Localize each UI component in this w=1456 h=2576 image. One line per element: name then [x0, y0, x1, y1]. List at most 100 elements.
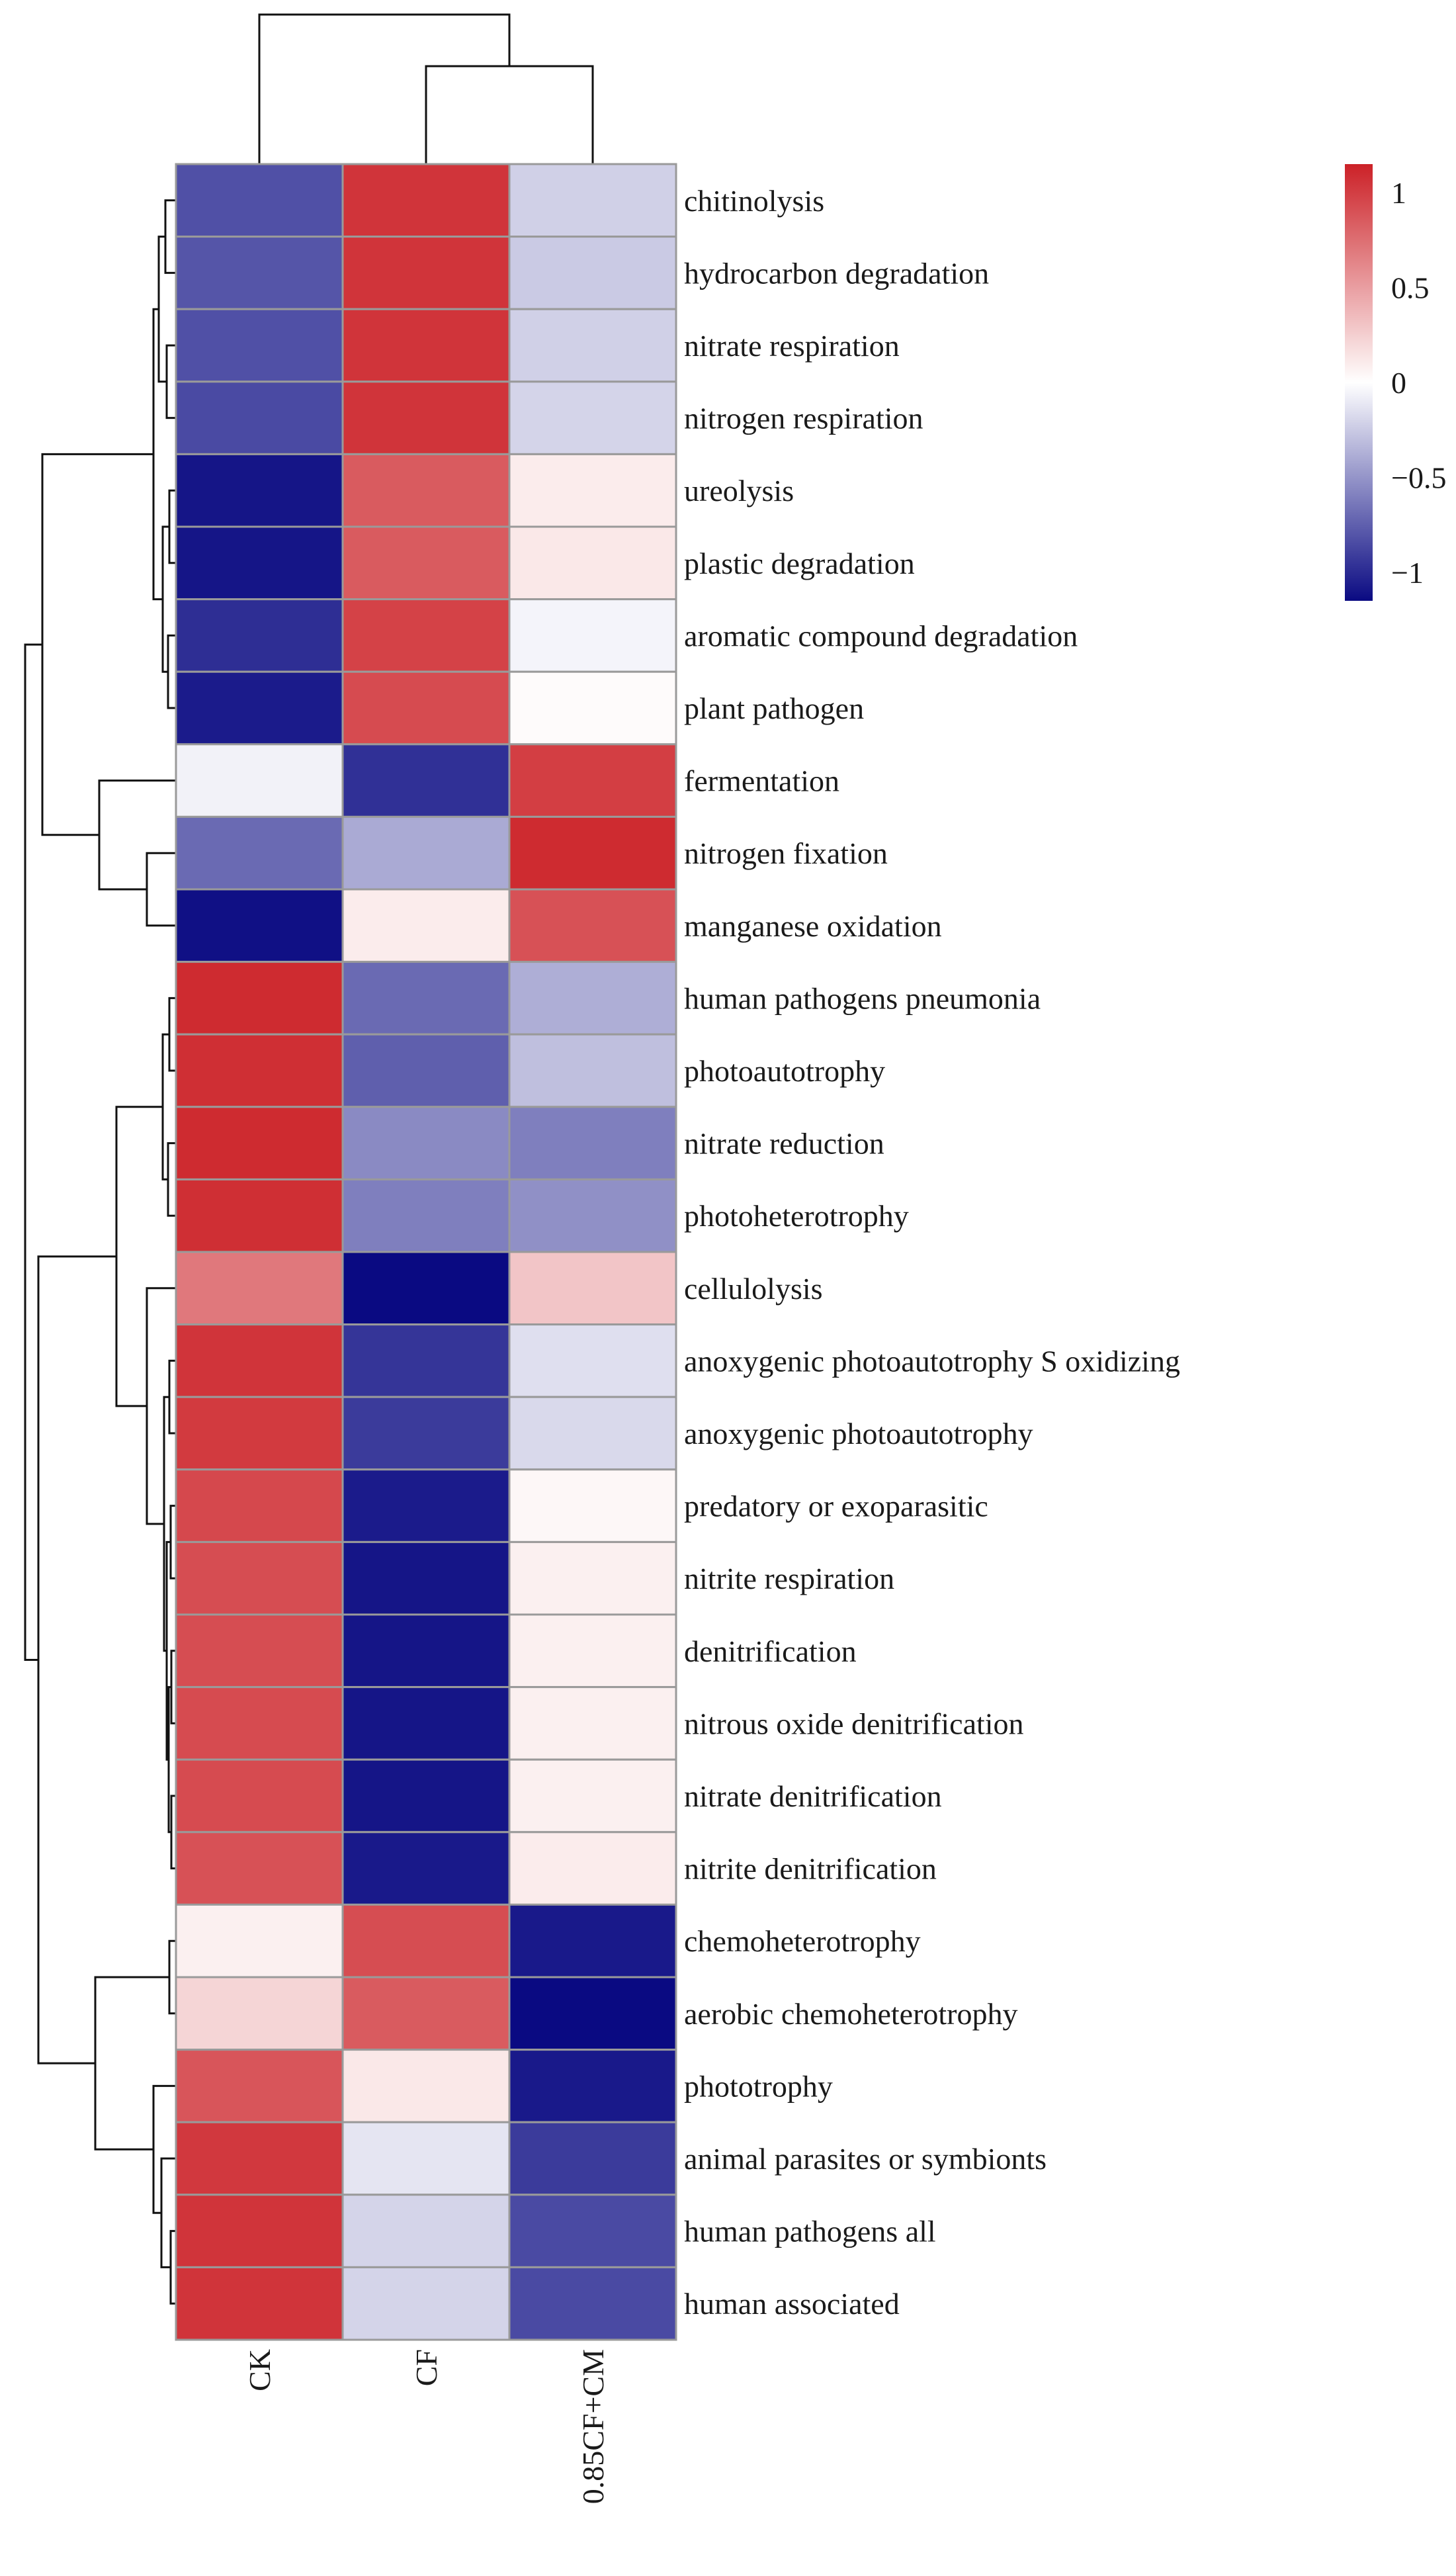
row-dendrogram-branch [37, 1255, 116, 2065]
heatmap-cell [508, 2049, 677, 2123]
heatmap-cell [175, 743, 344, 818]
row-label: nitrous oxide denitrification [684, 1707, 1024, 1740]
row-label: cellulolysis [684, 1272, 823, 1306]
heatmap-cell [175, 1323, 344, 1398]
colorbar-legend: 1 0.5 0 −0.5 −1 [1345, 164, 1446, 601]
row-label: photoheterotrophy [684, 1199, 909, 1233]
heatmap-cells [175, 163, 677, 2341]
heatmap-cell [341, 1540, 511, 1616]
heatmap-cell [341, 598, 511, 673]
heatmap-cell [175, 1903, 344, 1978]
heatmap-cell [508, 2121, 677, 2196]
row-label: nitrite denitrification [684, 1852, 937, 1886]
colorbar-tick-label: 1 [1391, 176, 1406, 210]
row-label: phototrophy [684, 2069, 833, 2103]
heatmap-cell [341, 453, 511, 528]
row-dendrogram-branch [94, 1976, 169, 2151]
row-label: human pathogens all [684, 2215, 936, 2248]
heatmap-cell [175, 525, 344, 601]
row-label: manganese oxidation [684, 909, 942, 943]
heatmap-cell [341, 1468, 511, 1543]
row-dendrogram-branch [152, 2084, 176, 2214]
heatmap-cell [175, 1251, 344, 1326]
heatmap-cell [341, 670, 511, 746]
heatmap-cell [508, 1613, 677, 1689]
row-label: nitrate denitrification [684, 1779, 942, 1813]
heatmap-cell [508, 308, 677, 383]
heatmap-cell [175, 1178, 344, 1253]
colorbar-gradient [1345, 164, 1373, 601]
heatmap-cell [175, 1033, 344, 1108]
row-label: chitinolysis [684, 184, 824, 218]
heatmap-cell [508, 961, 677, 1036]
row-dendrogram-branch [167, 1142, 176, 1217]
heatmap-cell [175, 888, 344, 963]
heatmap-cell [508, 1903, 677, 1978]
heatmap-cell [508, 1976, 677, 2051]
heatmap-cell [175, 453, 344, 528]
heatmap-cell [508, 743, 677, 818]
heatmap-cell [508, 236, 677, 310]
heatmap-cell [341, 1033, 511, 1108]
row-dendrogram-branch [160, 2157, 176, 2268]
row-label: aromatic compound degradation [684, 619, 1078, 652]
heatmap-cell [341, 1251, 511, 1326]
heatmap-cell [341, 1686, 511, 1761]
row-label: anoxygenic photoautotrophy [684, 1417, 1033, 1450]
heatmap-cell [341, 1613, 511, 1689]
row-label: ureolysis [684, 474, 794, 508]
heatmap-cell [508, 1831, 677, 1906]
heatmap-cell [508, 1758, 677, 1834]
row-label: nitrogen respiration [684, 402, 923, 435]
row-dendrogram-branch [115, 1106, 163, 1407]
row-dendrogram-branch [24, 643, 42, 1661]
row-label: nitrite respiration [684, 1562, 894, 1595]
heatmap-cell [341, 1758, 511, 1834]
heatmap-cell [175, 961, 344, 1036]
column-dendrogram-branch [258, 13, 511, 164]
column-dendrogram [258, 13, 594, 164]
heatmap-cell [341, 2049, 511, 2123]
heatmap-cell [508, 2266, 677, 2341]
row-dendrogram-branch [146, 1287, 176, 1525]
heatmap-cell [175, 236, 344, 310]
row-labels: chitinolysis hydrocarbon degradation nitra… [684, 184, 1180, 2321]
row-label: photoautotrophy [684, 1054, 885, 1088]
heatmap-cell [175, 670, 344, 746]
heatmap-cell [341, 1903, 511, 1978]
heatmap-cell [508, 1251, 677, 1326]
heatmap-cell [341, 2121, 511, 2196]
row-label: predatory or exoparasitic [684, 1489, 988, 1523]
row-label: animal parasites or symbionts [684, 2142, 1047, 2176]
heatmap-cell [175, 1540, 344, 1616]
heatmap-cell [175, 2194, 344, 2268]
heatmap-cell [175, 1613, 344, 1689]
heatmap-cell [341, 2194, 511, 2268]
heatmap-cell [341, 961, 511, 1036]
row-dendrogram-branch [41, 453, 153, 836]
heatmap-cell [508, 1178, 677, 1253]
row-label: anoxygenic photoautotrophy S oxidizing [684, 1344, 1180, 1378]
row-dendrogram-branch [167, 634, 176, 709]
heatmap-cell [508, 1033, 677, 1108]
heatmap-cell [175, 1396, 344, 1471]
heatmap-cell [175, 1976, 344, 2051]
heatmap-cell [341, 1106, 511, 1180]
column-label: 0.85CF+CM [576, 2349, 610, 2504]
heatmap-cell [508, 1540, 677, 1616]
heatmap-cell [341, 163, 511, 238]
row-dendrogram [24, 199, 176, 2305]
heatmap-cell [175, 2049, 344, 2123]
heatmap-cell [508, 1396, 677, 1471]
heatmap-cell [175, 1468, 344, 1543]
row-dendrogram-branch [164, 199, 176, 274]
heatmap-cell [175, 815, 344, 891]
row-label: nitrate respiration [684, 329, 900, 363]
row-label: plastic degradation [684, 547, 915, 580]
row-label: denitrification [684, 1634, 857, 1668]
row-label: nitrogen fixation [684, 836, 888, 870]
colorbar-tick-label: −1 [1391, 556, 1424, 590]
heatmap-cell [341, 743, 511, 818]
